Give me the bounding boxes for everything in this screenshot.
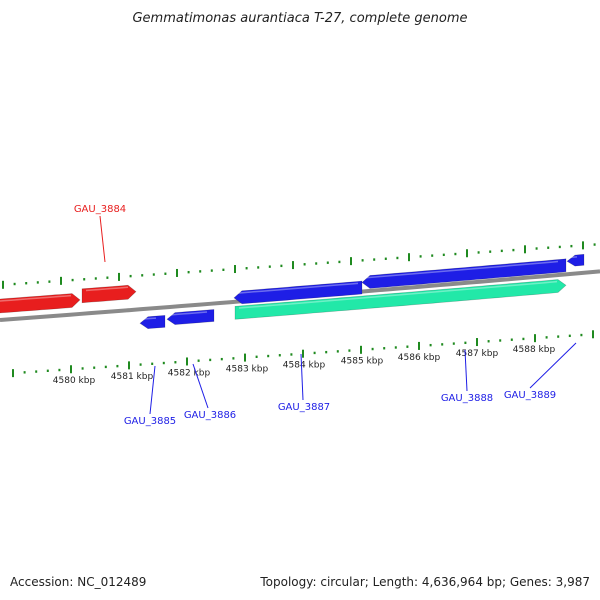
map-title: Gemmatimonas aurantiaca T-27, complete g… [132, 11, 467, 26]
genome-summary-text: Topology: circular; Length: 4,636,964 bp… [259, 575, 590, 589]
gene-label-gau-3885[interactable]: GAU_3885 [124, 416, 176, 427]
gene-arrow-gau-3885-highlight [143, 317, 157, 320]
gene-arrow-gau-3889-highlight [570, 256, 578, 259]
scale-labels: 4580 kbp 4581 kbp 4582 kbp 4583 kbp 4584 kbp… [53, 345, 556, 386]
gene-arrow-forward-1 [0, 293, 81, 314]
gene-label-gau-3887[interactable]: GAU_3887 [278, 402, 330, 413]
gene-arrow-gau-3889 [566, 253, 585, 267]
gene-label-gau-3884[interactable]: GAU_3884 [74, 204, 126, 215]
gene-label-leader [529, 342, 577, 389]
accession-text: Accession: NC_012489 [10, 575, 146, 589]
gene-arrow-gau-3885 [139, 315, 166, 330]
scale-label: 4581 kbp [111, 372, 154, 382]
gene-arrow-gau-3886 [166, 309, 215, 325]
gene-label-leader [149, 365, 156, 415]
gene-label-leader [99, 215, 106, 263]
gene-arrow-gau-3884-highlight [85, 286, 129, 292]
gene-label-gau-3888[interactable]: GAU_3888 [441, 393, 493, 404]
gene-label-gau-3889[interactable]: GAU_3889 [504, 390, 556, 401]
feature-track [0, 253, 585, 330]
gene-arrow-gau-3888-highlight [365, 260, 559, 279]
scale-label: 4585 kbp [341, 357, 384, 367]
scale-label: 4587 kbp [456, 349, 499, 359]
gene-arrow-gau-3884 [81, 284, 137, 304]
scale-label: 4580 kbp [53, 376, 96, 386]
gene-arrow-gau-3887 [233, 280, 363, 305]
scale-label: 4584 kbp [283, 361, 326, 371]
scale-label: 4586 kbp [398, 353, 441, 363]
scale-label: 4583 kbp [226, 365, 269, 375]
rna-feature-strip-highlight [238, 280, 558, 309]
gene-arrow-gau-3887-highlight [237, 282, 359, 294]
gene-arrow-forward-1-highlight [0, 294, 72, 302]
gene-arrow-gau-3888 [361, 258, 567, 289]
scale-label: 4582 kbp [168, 368, 211, 378]
scale-label: 4588 kbp [513, 345, 556, 355]
gene-labels: GAU_3884 GAU_3885 GAU_3886 GAU_3887 GAU_3888… [74, 204, 577, 427]
gene-label-leader [300, 353, 304, 401]
lower-tick-track [12, 330, 594, 378]
gene-label-leader [192, 363, 209, 409]
upper-tick-track [2, 241, 596, 289]
gene-label-leader [464, 349, 468, 392]
gene-label-gau-3886[interactable]: GAU_3886 [184, 410, 236, 421]
rna-feature-strip [234, 279, 567, 320]
gene-arrow-gau-3886-highlight [170, 311, 208, 316]
